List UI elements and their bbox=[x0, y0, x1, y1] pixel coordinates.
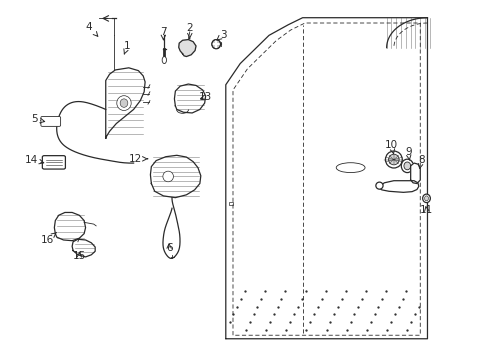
Text: 8: 8 bbox=[418, 154, 425, 168]
Ellipse shape bbox=[212, 40, 220, 49]
Text: 11: 11 bbox=[420, 205, 433, 215]
Polygon shape bbox=[150, 155, 201, 198]
Polygon shape bbox=[54, 212, 86, 241]
Text: 16: 16 bbox=[41, 232, 56, 245]
Text: 4: 4 bbox=[86, 22, 98, 36]
Polygon shape bbox=[72, 239, 95, 257]
Ellipse shape bbox=[120, 99, 128, 107]
Ellipse shape bbox=[389, 154, 399, 165]
Text: 2: 2 bbox=[187, 23, 193, 39]
FancyBboxPatch shape bbox=[41, 117, 61, 126]
Text: 13: 13 bbox=[199, 92, 212, 102]
Ellipse shape bbox=[336, 163, 365, 172]
Polygon shape bbox=[179, 40, 196, 57]
FancyBboxPatch shape bbox=[42, 156, 65, 169]
Polygon shape bbox=[378, 181, 419, 192]
Text: 6: 6 bbox=[166, 243, 172, 253]
Text: 3: 3 bbox=[217, 30, 227, 40]
Polygon shape bbox=[174, 84, 206, 113]
Ellipse shape bbox=[163, 171, 173, 182]
Ellipse shape bbox=[425, 196, 428, 201]
Text: 1: 1 bbox=[124, 41, 131, 54]
Ellipse shape bbox=[376, 182, 383, 189]
Ellipse shape bbox=[162, 57, 167, 64]
Ellipse shape bbox=[404, 162, 411, 170]
Text: 15: 15 bbox=[73, 251, 86, 261]
Text: 5: 5 bbox=[31, 114, 45, 124]
Text: 14: 14 bbox=[24, 154, 44, 165]
Polygon shape bbox=[106, 68, 145, 138]
Text: 7: 7 bbox=[160, 27, 167, 40]
Text: 12: 12 bbox=[129, 154, 147, 164]
Ellipse shape bbox=[386, 151, 402, 168]
Ellipse shape bbox=[117, 96, 131, 111]
Polygon shape bbox=[411, 163, 420, 184]
Bar bbox=[229, 202, 233, 206]
Ellipse shape bbox=[401, 159, 413, 172]
Text: 10: 10 bbox=[385, 140, 398, 154]
Ellipse shape bbox=[423, 194, 430, 203]
Text: 9: 9 bbox=[405, 148, 412, 160]
